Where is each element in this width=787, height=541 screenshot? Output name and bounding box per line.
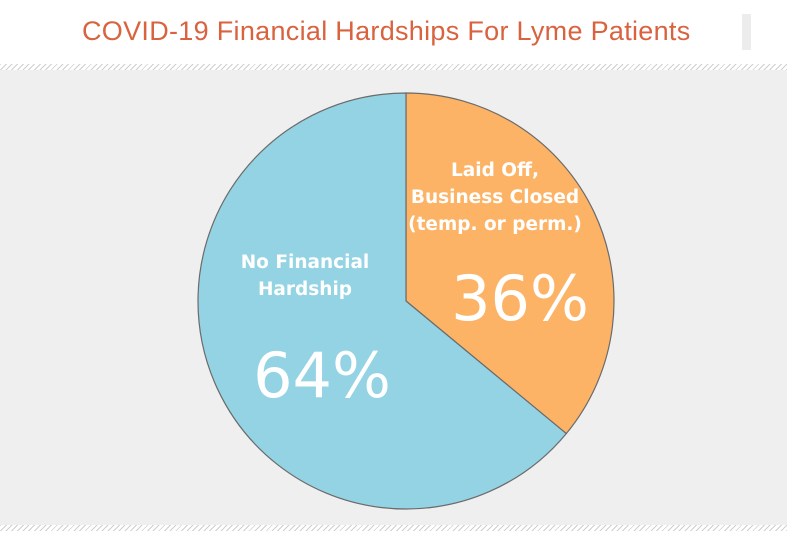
divider-top <box>0 64 787 70</box>
page-title: COVID-19 Financial Hardships For Lyme Pa… <box>82 16 691 46</box>
scrollbar-stub <box>742 14 751 50</box>
pie-slice-laid-off <box>405 92 615 435</box>
divider-bottom <box>0 525 787 531</box>
pie-labels: Laid Off, Business Closed (temp. or perm.)… <box>241 160 589 412</box>
slice-label: Laid Off, Business Closed (temp. or perm.) <box>408 160 582 235</box>
footer <box>0 531 787 541</box>
header: COVID-19 Financial Hardships For Lyme Pa… <box>0 0 787 64</box>
pie-slice-no-hardship <box>197 92 567 510</box>
slice-value-label: 64% <box>253 339 391 412</box>
slice-value-label: 36% <box>451 262 589 335</box>
pie-slices <box>197 92 615 510</box>
slice-label: No Financial Hardship <box>241 252 370 300</box>
